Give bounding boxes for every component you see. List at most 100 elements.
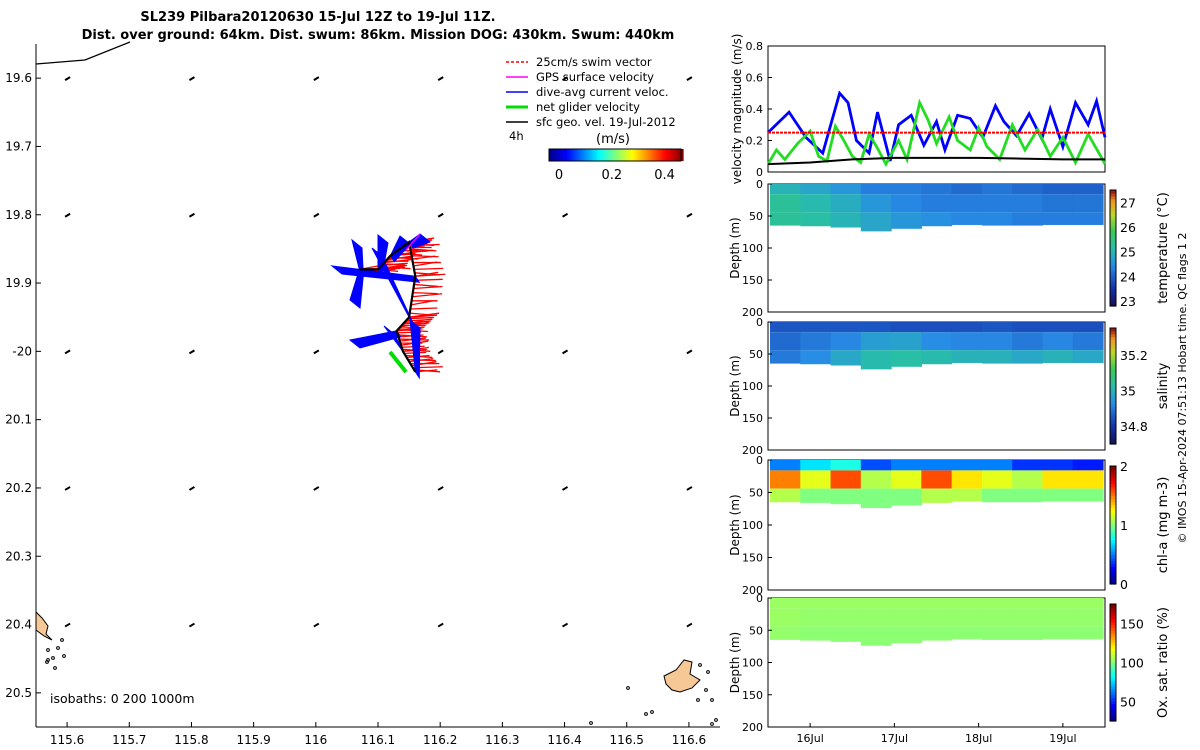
chla-y-tick-label: 200 [742,584,763,597]
velocity-series-line [766,98,1107,168]
oxygen-colorbar-cell [1110,612,1116,617]
geo-velocity-arrow [437,486,444,491]
salinity-cell [860,322,892,333]
velocity-y-tick-label: 0.4 [746,103,764,116]
chla-colorbar-cell [1110,513,1116,517]
salinity-cell [800,350,832,365]
temperature-colorbar-cell [1110,227,1116,232]
oxygen-cell [770,608,801,627]
temperature-colorbar-cell [1110,233,1116,237]
velocity-y-tick-label: 0.8 [746,40,764,53]
geo-velocity-arrow [437,212,444,218]
temperature-colorbar-tick-label: 25 [1120,245,1136,260]
colorbar-cell [678,149,682,161]
colorbar-cell [668,149,672,161]
salinity-colorbar-cell [1110,336,1116,341]
geo-velocity-arrow [188,622,195,628]
oxygen-cell [1012,598,1044,609]
oxygen-colorbar-cell [1110,618,1116,623]
geo-velocity-arrow [437,349,444,355]
oxygen-colorbar-cell [1110,703,1116,707]
colorbar-cell [652,149,656,161]
oxygen-colorbar-tick-label: 150 [1120,617,1144,632]
map-panel: 115.6 115.7 115.8 115.9 116 116.1 116.2 116.3 11… [5,41,720,747]
oxygen-cell [1042,608,1074,627]
temperature-colorbar-tick-label: 23 [1120,294,1136,309]
temperature-y-tick-label: 100 [742,242,763,255]
temperature-y-label: Depth (m) [728,217,742,278]
salinity-colorbar-cell [1110,348,1116,352]
salinity-cell [921,332,953,351]
salinity-cell [1042,332,1074,351]
temperature-colorbar-cell [1110,192,1116,197]
geo-velocity-arrow [437,76,444,82]
chla-colorbar-cell [1110,519,1116,523]
oxygen-colorbar-cell [1110,656,1116,661]
map-x-tick-label: 116 [304,733,327,747]
salinity-cell [981,322,1013,333]
oxygen-cell [1072,626,1104,640]
swim-vector [409,357,434,363]
temperature-cell [1072,212,1104,225]
colorbar-cell [553,149,556,161]
coast-islet [56,646,60,650]
chla-cell [830,460,862,471]
salinity-colorbar-cell [1110,438,1116,442]
swim-vector [414,278,443,281]
salinity-cell [830,332,862,351]
temperature-cell [1012,194,1044,213]
swim-vector [409,312,440,318]
temperature-cell [1012,184,1044,195]
oxygen-cell [921,626,953,641]
colorbar-cell [601,149,605,161]
temperature-cell [1012,212,1044,226]
temperature-colorbar-cell [1110,253,1116,258]
colorbar-cell [549,149,552,161]
colorbar-cell [622,149,625,161]
coast-islet [704,688,708,692]
colorbar-cell [561,149,564,161]
chla-cell [860,470,892,489]
geo-velocity-arrow [562,622,569,628]
colorbar-cell [666,149,670,161]
colorbar-cell [638,149,641,161]
isobath-line [35,41,131,65]
oxygen-cell [800,598,832,609]
salinity-colorbar-cell [1110,417,1116,422]
figure-title-line2: Dist. over ground: 64km. Dist. swum: 86k… [82,28,675,43]
chla-colorbar-cell [1110,495,1116,500]
oxygen-colorbar-cell [1110,624,1116,628]
salinity-cell [921,322,953,333]
salinity-colorbar-cell [1110,406,1116,410]
chla-cell [770,470,801,489]
chla-colorbar-cell [1110,551,1116,556]
temperature-cell [981,212,1013,226]
temperature-colorbar-cell [1110,245,1116,249]
chla-colorbar-cell [1110,536,1116,541]
chla-cell [800,488,832,503]
colorbar-cell [613,149,617,161]
colorbar-cell [593,149,597,161]
temperature-colorbar-cell [1110,303,1116,307]
colorbar-cell [648,149,652,161]
velocity-y-label: velocity magnitude (m/s) [730,34,744,185]
colorbar-cell [575,149,579,161]
geo-velocity-arrow [64,76,71,82]
salinity-y-tick-label: 150 [742,412,763,425]
temperature-colorbar-cell [1110,219,1116,223]
oxygen-colorbar-cell [1110,674,1116,678]
chla-cell [800,470,832,489]
chla-cell [1072,470,1104,489]
swim-vector [414,283,439,288]
oxygen-cell [1042,626,1074,640]
chla-colorbar-cell [1110,575,1116,579]
geo-velocity-arrow [562,212,569,218]
salinity-colorbar-cell [1110,435,1116,439]
temperature-colorbar-tick-label: 26 [1120,220,1136,235]
temperature-colorbar-cell [1110,210,1116,214]
oxygen-colorbar-cell [1110,647,1116,652]
chla-colorbar-cell [1110,572,1116,576]
chla-cell [1012,470,1044,489]
oxygen-y-tick-label: 0 [756,592,763,605]
